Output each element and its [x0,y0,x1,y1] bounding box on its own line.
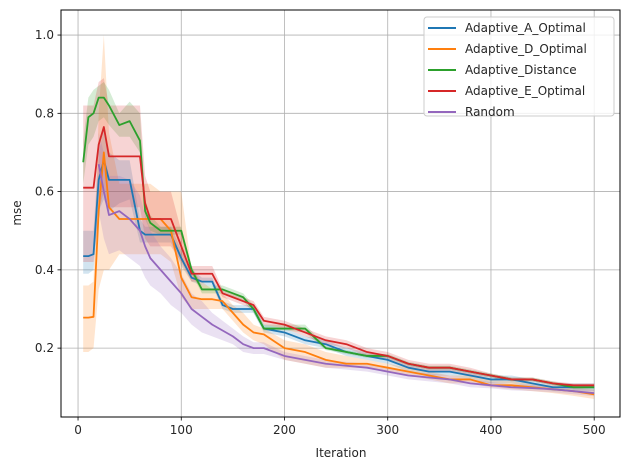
x-tick-label: 300 [376,423,399,437]
x-tick-label: 100 [170,423,193,437]
legend-item-random: Random [428,105,515,119]
x-tick-label: 200 [273,423,296,437]
legend-box [423,16,615,117]
line-random [97,164,595,395]
legend-label: Adaptive_D_Optimal [465,42,587,56]
y-axis-ticks: 0.2 0.4 0.6 0.8 1.0 [35,28,61,355]
y-tick-label: 0.2 [35,341,54,355]
x-axis-label: Iteration [316,446,367,460]
plot-frame [60,9,621,418]
legend-item-adaptive-e-optimal: Adaptive_E_Optimal [428,84,585,98]
y-tick-label: 1.0 [35,28,54,42]
x-tick-label: 500 [583,423,606,437]
series-lines [82,96,595,396]
legend-label: Adaptive_Distance [465,63,577,77]
line-adaptive-a-optimal [83,159,595,389]
legend: Adaptive_A_Optimal Adaptive_D_Optimal Ad… [423,16,615,119]
legend-item-adaptive-distance: Adaptive_Distance [428,63,577,77]
y-tick-label: 0.4 [35,263,54,277]
legend-label: Adaptive_A_Optimal [465,21,586,35]
y-axis-label: mse [10,200,24,225]
y-tick-label: 0.6 [35,185,54,199]
band-adaptive-d-optimal [83,35,595,399]
legend-label: Adaptive_E_Optimal [465,84,585,98]
y-tick-label: 0.8 [35,106,54,120]
legend-item-adaptive-d-optimal: Adaptive_D_Optimal [428,42,587,56]
band-adaptive-e-optimal [83,78,595,388]
band-adaptive-a-optimal [83,128,595,392]
band-adaptive-distance [83,82,595,390]
x-tick-label: 400 [480,423,503,437]
legend-item-adaptive-a-optimal: Adaptive_A_Optimal [428,21,586,35]
line-adaptive-e-optimal [83,126,595,387]
line-adaptive-d-optimal [83,151,595,396]
legend-label: Random [465,105,515,119]
x-tick-label: 0 [74,423,82,437]
x-axis-ticks: 0 100 200 300 400 500 [74,417,606,437]
